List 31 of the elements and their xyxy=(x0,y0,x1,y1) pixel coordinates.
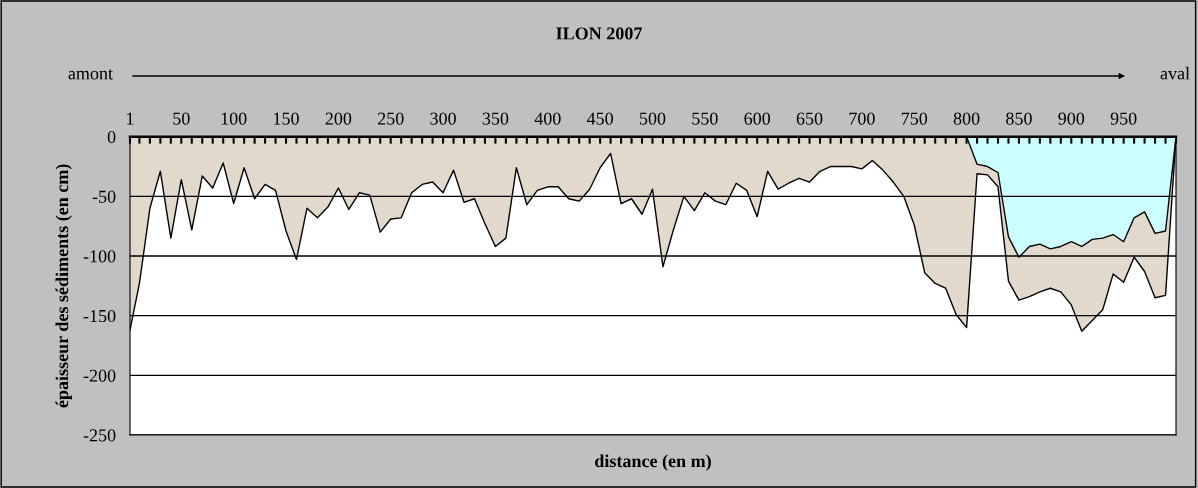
y-tick-label: 0 xyxy=(107,130,116,144)
x-tick-label: 200 xyxy=(325,112,352,125)
x-tick-label: 450 xyxy=(586,112,613,125)
x-tick-label: 50 xyxy=(173,112,190,125)
x-tick-label: 850 xyxy=(1006,112,1032,125)
x-tick-label: 400 xyxy=(534,112,561,125)
x-tick-label: 300 xyxy=(430,112,456,125)
x-tick-label: 550 xyxy=(692,112,718,125)
x-tick-label: 900 xyxy=(1058,112,1085,125)
y-tick-label: -100 xyxy=(83,250,116,263)
chart-title: ILON 2007 xyxy=(556,27,642,40)
x-tick-label: 800 xyxy=(953,112,980,125)
y-tick-label: -200 xyxy=(83,369,116,382)
x-tick-label: 500 xyxy=(639,112,666,125)
x-tick-label: 600 xyxy=(744,112,771,125)
x-tick-label: 950 xyxy=(1110,112,1137,125)
y-axis-title: épaisseur des sédiments (en cm) xyxy=(55,164,72,408)
x-tick-label: 700 xyxy=(849,112,875,125)
x-tick-label: 750 xyxy=(901,112,928,125)
x-tick-label: 650 xyxy=(796,112,823,125)
x-tick-label: 100 xyxy=(221,112,247,125)
x-tick-label: 150 xyxy=(274,112,299,125)
y-tick-label: -250 xyxy=(83,429,116,442)
x-tick-label: 250 xyxy=(377,112,404,125)
x-tick-label: 350 xyxy=(482,112,509,125)
text: amont xyxy=(68,69,113,80)
y-tick-label: -150 xyxy=(83,309,116,323)
x-axis-title: distance (en m) xyxy=(595,454,711,471)
y-tick-label: -50 xyxy=(92,190,116,203)
text: aval xyxy=(1160,66,1190,80)
x-tick-label: 1 xyxy=(127,112,134,125)
